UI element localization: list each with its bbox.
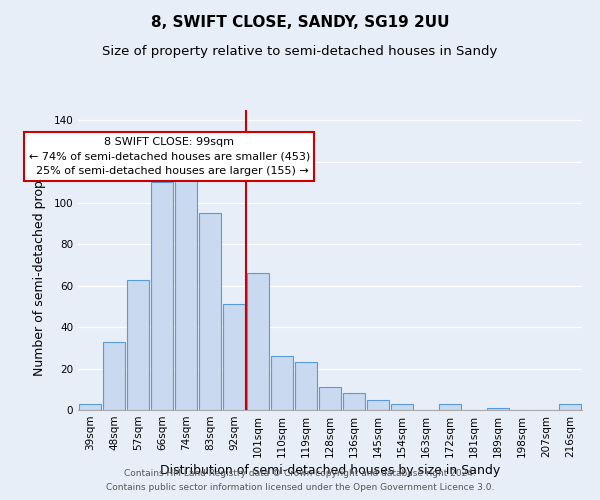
Bar xyxy=(487,408,509,410)
Bar xyxy=(247,274,269,410)
Bar xyxy=(391,404,413,410)
Bar xyxy=(151,182,173,410)
Bar xyxy=(343,394,365,410)
Bar xyxy=(175,176,197,410)
Bar xyxy=(223,304,245,410)
Bar xyxy=(103,342,125,410)
Bar xyxy=(319,387,341,410)
Bar xyxy=(295,362,317,410)
Bar xyxy=(79,404,101,410)
Text: Contains HM Land Registry data © Crown copyright and database right 2024.: Contains HM Land Registry data © Crown c… xyxy=(124,468,476,477)
Bar xyxy=(127,280,149,410)
Text: 8 SWIFT CLOSE: 99sqm  
← 74% of semi-detached houses are smaller (453)
  25% of : 8 SWIFT CLOSE: 99sqm ← 74% of semi-detac… xyxy=(29,137,310,176)
X-axis label: Distribution of semi-detached houses by size in Sandy: Distribution of semi-detached houses by … xyxy=(160,464,500,477)
Bar xyxy=(367,400,389,410)
Bar xyxy=(271,356,293,410)
Text: Contains public sector information licensed under the Open Government Licence 3.: Contains public sector information licen… xyxy=(106,484,494,492)
Bar xyxy=(439,404,461,410)
Text: 8, SWIFT CLOSE, SANDY, SG19 2UU: 8, SWIFT CLOSE, SANDY, SG19 2UU xyxy=(151,15,449,30)
Bar xyxy=(559,404,581,410)
Text: Size of property relative to semi-detached houses in Sandy: Size of property relative to semi-detach… xyxy=(103,45,497,58)
Y-axis label: Number of semi-detached properties: Number of semi-detached properties xyxy=(34,144,46,376)
Bar xyxy=(199,214,221,410)
